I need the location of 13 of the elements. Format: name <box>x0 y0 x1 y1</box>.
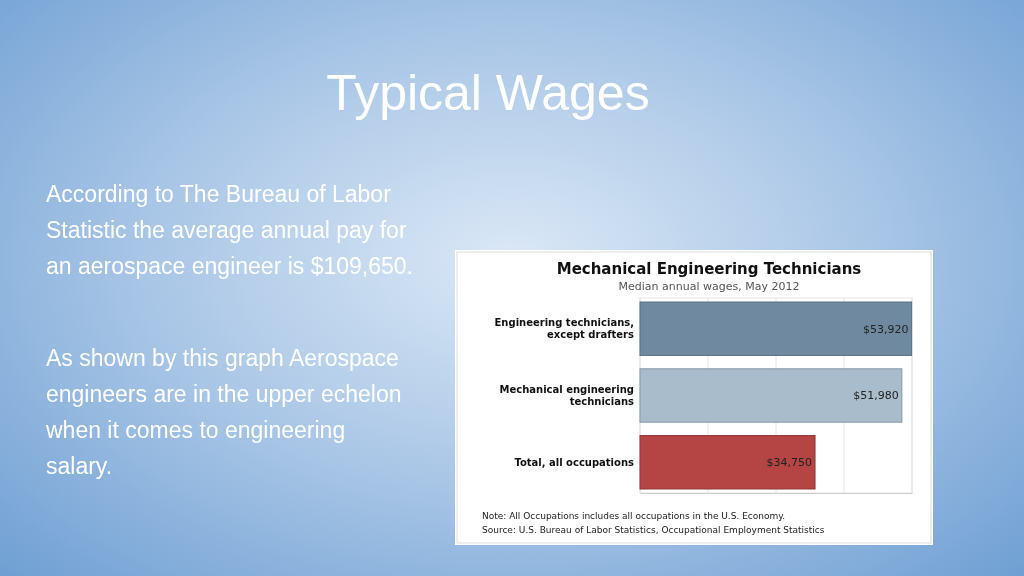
chart-subtitle: Median annual wages, May 2012 <box>618 280 800 293</box>
text: Typical Wages <box>325 64 651 122</box>
y-tick-label: Mechanical engineering technicians <box>499 384 635 407</box>
text: Note: All Occupations includes all occupations in the U.S. Economy. <box>482 511 786 521</box>
data-label: $51,980 <box>853 389 899 403</box>
chart-title: Mechanical Engineering Technicians <box>556 260 862 278</box>
source-note: Source: U.S. Bureau of Labor Statistics, Occupational Employment Statistics <box>482 525 825 535</box>
data-label: $53,920 <box>863 322 909 336</box>
y-tick-label: Engineering technicians, except drafters <box>494 317 635 341</box>
text: According to The Bureau of Labor Statistic the average annual pay for an aerospace engineer is $109,650. <box>46 180 414 281</box>
text: As shown by this graph Aerospace engineers are in the upper echelon when it comes to engineering salary. <box>46 344 403 481</box>
data-label: $34,750 <box>766 456 813 470</box>
y-tick-label: Total, all occupations <box>514 456 635 468</box>
